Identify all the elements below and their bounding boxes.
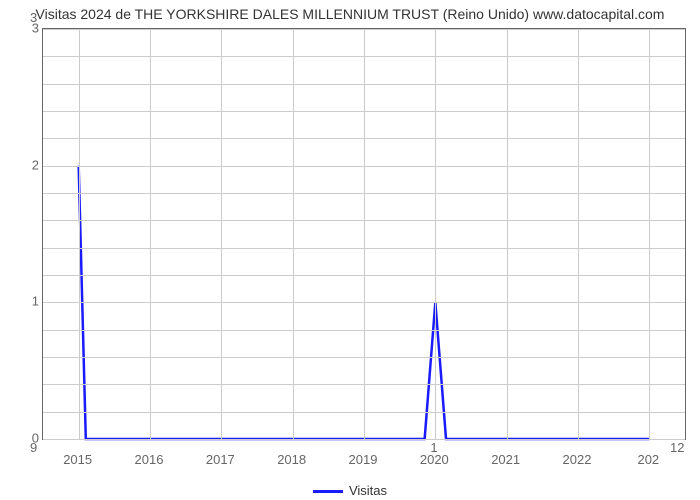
x-tick-label: 2017 [206,452,235,467]
chart-container: Visitas 2024 de THE YORKSHIRE DALES MILL… [0,0,700,500]
grid-line-vertical [435,29,436,439]
y-tick-label: 2 [25,157,39,172]
y-tick-label: 1 [25,294,39,309]
x-tick-label: 2018 [277,452,306,467]
plot-area [42,28,686,440]
grid-line-vertical [79,29,80,439]
grid-line-horizontal [43,439,685,440]
x-tick-label: 202 [637,452,659,467]
grid-line-vertical [649,29,650,439]
grid-line-vertical [578,29,579,439]
corner-mid: 1 [430,440,437,455]
x-tick-label: 2021 [491,452,520,467]
grid-line-vertical [293,29,294,439]
grid-line-vertical [507,29,508,439]
legend-label: Visitas [349,483,387,498]
chart-title: Visitas 2024 de THE YORKSHIRE DALES MILL… [0,6,700,22]
x-tick-label: 2016 [135,452,164,467]
corner-bottom-left: 9 [30,440,37,455]
grid-line-vertical [150,29,151,439]
corner-bottom-right: 12 [670,440,684,455]
legend-swatch [313,490,343,493]
grid-line-vertical [364,29,365,439]
x-tick-label: 2019 [349,452,378,467]
x-tick-label: 2015 [63,452,92,467]
x-tick-label: 2022 [563,452,592,467]
grid-line-vertical [221,29,222,439]
legend: Visitas [0,483,700,498]
corner-top-left: 3 [30,10,37,25]
